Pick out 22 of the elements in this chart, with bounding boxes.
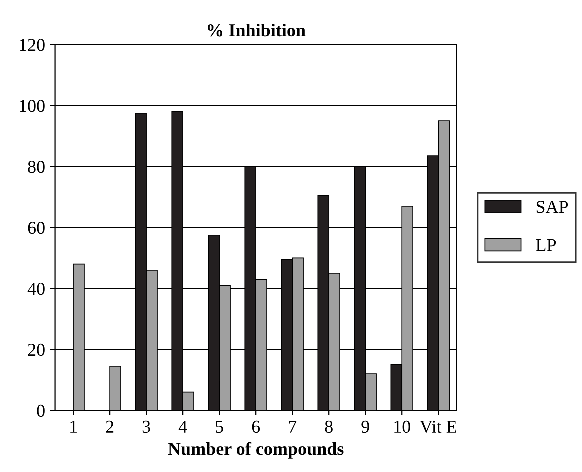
x-tick-label: 4 [178, 421, 188, 433]
x-tick-label: Vit E [420, 420, 456, 434]
legend-label: LP [536, 239, 556, 252]
x-tick-label: 2 [106, 420, 114, 433]
y-tick-label: 120 [20, 39, 45, 52]
y-tick-label: 40 [28, 282, 45, 296]
y-tick-label: 100 [20, 100, 45, 112]
x-tick-label: 9 [362, 420, 370, 434]
y-tick-label: 0 [37, 404, 45, 418]
y-tick-label: 20 [28, 344, 45, 356]
legend-label: SAP [536, 201, 568, 214]
y-tick-label: 80 [28, 161, 45, 174]
x-tick-label: 8 [325, 420, 333, 434]
x-tick-label: 3 [142, 420, 150, 434]
x-tick-label: 6 [252, 420, 260, 434]
x-tick-label: 10 [394, 420, 410, 434]
x-axis-title: Number of compounds [168, 442, 344, 459]
x-tick-label: 5 [216, 421, 224, 434]
chart-title: % Inhibition [208, 24, 306, 37]
x-tick-label: 1 [70, 420, 77, 433]
y-tick-label: 60 [28, 222, 45, 234]
x-tick-label: 7 [289, 421, 297, 433]
